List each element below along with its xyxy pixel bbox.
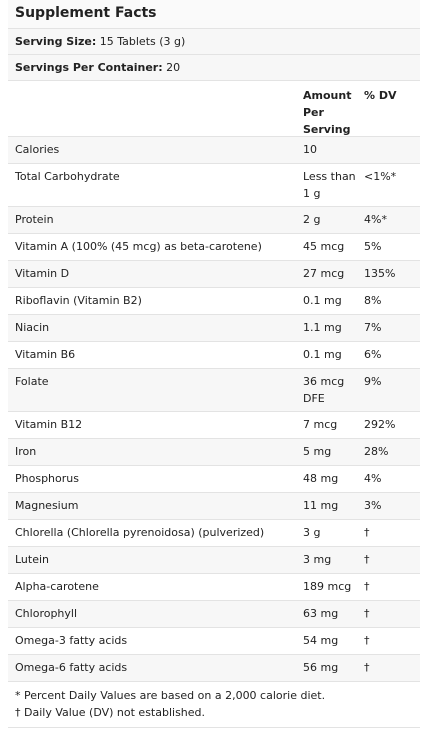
nutrient-name: Alpha-carotene — [15, 580, 99, 593]
nutrient-name: Vitamin B6 — [15, 348, 76, 361]
table-row: Phosphorus 48 mg 4% — [8, 466, 420, 493]
nutrient-name: Niacin — [15, 321, 50, 334]
footnotes: * Percent Daily Values are based on a 2,… — [8, 682, 420, 728]
nutrient-name: Chlorophyll — [15, 607, 78, 620]
nutrient-name: Folate — [15, 375, 49, 388]
nutrient-dv: † — [364, 661, 370, 674]
nutrient-dv: † — [364, 634, 370, 647]
nutrient-dv: 8% — [364, 294, 382, 307]
nutrient-dv: 9% — [364, 375, 382, 388]
table-row: Folate 36 mcg DFE 9% — [8, 369, 420, 412]
serving-size-value: 15 Tablets (3 g) — [99, 35, 186, 48]
supplement-facts-panel: Supplement Facts Serving Size: 15 Tablet… — [8, 0, 420, 728]
nutrient-dv: 3% — [364, 499, 382, 512]
table-header: Amount Per Serving % DV — [8, 81, 420, 137]
nutrient-dv: 6% — [364, 348, 382, 361]
nutrient-name: Iron — [15, 445, 37, 458]
table-row: Omega-6 fatty acids 56 mg † — [8, 655, 420, 682]
nutrient-dv: † — [364, 553, 370, 566]
table-row: Alpha-carotene 189 mcg † — [8, 574, 420, 601]
nutrient-amount: Less than 1 g — [303, 170, 356, 200]
nutrient-amount: 54 mg — [303, 634, 339, 647]
nutrient-name: Omega-6 fatty acids — [15, 661, 128, 674]
nutrient-amount: 0.1 mg — [303, 294, 342, 307]
nutrient-amount: 36 mcg DFE — [303, 375, 345, 405]
nutrient-name: Lutein — [15, 553, 50, 566]
footnote-percent-dv: * Percent Daily Values are based on a 2,… — [15, 689, 326, 702]
nutrient-name: Phosphorus — [15, 472, 79, 485]
nutrient-amount: 27 mcg — [303, 267, 345, 280]
nutrient-dv: 7% — [364, 321, 382, 334]
nutrient-name: Omega-3 fatty acids — [15, 634, 128, 647]
nutrient-dv: 4% — [364, 472, 382, 485]
nutrient-name: Vitamin D — [15, 267, 70, 280]
table-row: Iron 5 mg 28% — [8, 439, 420, 466]
nutrient-amount: 1.1 mg — [303, 321, 342, 334]
table-row: Vitamin B12 7 mcg 292% — [8, 412, 420, 439]
nutrient-amount: 11 mg — [303, 499, 339, 512]
panel-title: Supplement Facts — [8, 0, 420, 29]
table-row: Vitamin A (100% (45 mcg) as beta-caroten… — [8, 234, 420, 261]
table-row: Riboflavin (Vitamin B2) 0.1 mg 8% — [8, 288, 420, 315]
nutrient-name: Chlorella (Chlorella pyrenoidosa) (pulve… — [15, 526, 265, 539]
serving-size-row: Serving Size: 15 Tablets (3 g) — [8, 29, 420, 55]
nutrient-name: Vitamin A (100% (45 mcg) as beta-caroten… — [15, 240, 262, 253]
table-row: Omega-3 fatty acids 54 mg † — [8, 628, 420, 655]
nutrient-name: Calories — [15, 143, 60, 156]
table-row: Protein 2 g 4%* — [8, 207, 420, 234]
nutrient-amount: 63 mg — [303, 607, 339, 620]
nutrient-amount: 2 g — [303, 213, 321, 226]
table-row: Vitamin D 27 mcg 135% — [8, 261, 420, 288]
table-row: Lutein 3 mg † — [8, 547, 420, 574]
nutrient-name: Vitamin B12 — [15, 418, 83, 431]
servings-per-container-value: 20 — [166, 61, 181, 74]
nutrient-dv: 28% — [364, 445, 389, 458]
servings-per-container-row: Servings Per Container: 20 — [8, 55, 420, 81]
nutrient-amount: 10 — [303, 143, 317, 156]
nutrient-amount: 189 mcg — [303, 580, 352, 593]
nutrient-amount: 56 mg — [303, 661, 339, 674]
table-row: Total Carbohydrate Less than 1 g <1%* — [8, 164, 420, 207]
nutrient-dv: 4%* — [364, 213, 387, 226]
serving-size-label: Serving Size: — [15, 35, 97, 48]
nutrient-dv: † — [364, 607, 370, 620]
nutrient-dv: 292% — [364, 418, 396, 431]
nutrient-amount: 3 mg — [303, 553, 332, 566]
nutrient-amount: 7 mcg — [303, 418, 338, 431]
nutrient-table: Calories 10 Total Carbohydrate Less than 1 … — [8, 137, 420, 682]
nutrient-dv: † — [364, 526, 370, 539]
amount-column-header: Amount Per Serving — [303, 89, 352, 136]
table-row: Chlorophyll 63 mg † — [8, 601, 420, 628]
nutrient-amount: 45 mcg — [303, 240, 345, 253]
nutrient-dv: 135% — [364, 267, 396, 280]
nutrient-name: Magnesium — [15, 499, 79, 512]
table-row: Niacin 1.1 mg 7% — [8, 315, 420, 342]
table-row: Calories 10 — [8, 137, 420, 164]
table-row: Chlorella (Chlorella pyrenoidosa) (pulve… — [8, 520, 420, 547]
nutrient-dv: 5% — [364, 240, 382, 253]
servings-per-container-label: Servings Per Container: — [15, 61, 163, 74]
footnote-dv-not-established: † Daily Value (DV) not established. — [15, 706, 206, 719]
nutrient-name: Riboflavin (Vitamin B2) — [15, 294, 142, 307]
dv-column-header: % DV — [364, 89, 397, 102]
nutrient-name: Total Carbohydrate — [15, 170, 120, 183]
nutrient-amount: 3 g — [303, 526, 321, 539]
nutrient-amount: 0.1 mg — [303, 348, 342, 361]
nutrient-dv: † — [364, 580, 370, 593]
table-row: Magnesium 11 mg 3% — [8, 493, 420, 520]
table-row: Vitamin B6 0.1 mg 6% — [8, 342, 420, 369]
nutrient-amount: 5 mg — [303, 445, 332, 458]
nutrient-name: Protein — [15, 213, 54, 226]
nutrient-amount: 48 mg — [303, 472, 339, 485]
nutrient-dv: <1%* — [364, 170, 397, 183]
